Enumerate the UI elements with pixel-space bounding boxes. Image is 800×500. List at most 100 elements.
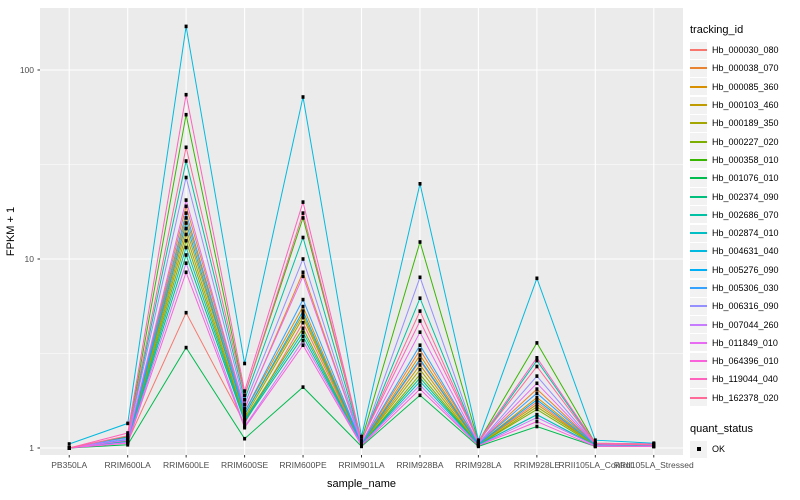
legend-label: Hb_005276_090 — [712, 264, 779, 275]
x-tick-label: PB350LA — [51, 460, 87, 470]
legend-item-Hb_000227_020: Hb_000227_020 — [690, 132, 798, 151]
legend-item-Hb_000358_010: Hb_000358_010 — [690, 151, 798, 169]
legend-item-Hb_004631_040: Hb_004631_040 — [690, 242, 798, 260]
legend-items-tracking-id: Hb_000030_080 Hb_000038_070 Hb_000085_360 H… — [690, 41, 798, 407]
line-swatch-icon — [690, 195, 707, 198]
y-tick-label: 100 — [20, 65, 34, 75]
color-swatch — [690, 334, 707, 352]
legend-label: Hb_006316_090 — [712, 301, 779, 312]
legend-label: Hb_005306_030 — [712, 283, 779, 293]
legend-label: Hb_064396_010 — [712, 356, 779, 367]
line-swatch-icon — [690, 341, 707, 344]
legend-item-Hb_005276_090: Hb_005276_090 — [690, 261, 798, 279]
line-swatch-icon — [690, 104, 707, 107]
legend-item-quant-ok: OK — [690, 440, 798, 458]
x-tick-label: RRIM600PE — [279, 460, 327, 470]
y-tick-label: 1 — [29, 443, 34, 453]
line-swatch-icon — [690, 49, 707, 52]
legend-label: Hb_000085_360 — [712, 81, 779, 92]
line-swatch-icon — [690, 232, 707, 235]
line-swatch-icon — [690, 140, 707, 143]
legend-item-Hb_002686_070: Hb_002686_070 — [690, 206, 798, 224]
color-swatch — [690, 261, 707, 279]
legend-label: Hb_162378_020 — [712, 392, 779, 403]
color-swatch — [690, 114, 707, 132]
legend-label: Hb_000358_010 — [712, 154, 779, 165]
color-swatch — [690, 316, 707, 334]
legend-label: Hb_002874_010 — [712, 228, 779, 239]
x-axis-title: sample_name — [327, 478, 396, 490]
line-swatch-icon — [690, 122, 707, 125]
legend-label: Hb_007044_260 — [712, 319, 779, 330]
legend: tracking_id Hb_000030_080 Hb_000038_070 Hb… — [690, 24, 798, 458]
x-tick-label: RRIM600LA — [105, 460, 152, 470]
legend-label: Hb_002686_070 — [712, 209, 779, 220]
color-swatch — [690, 206, 707, 224]
color-swatch — [690, 297, 707, 315]
color-swatch — [690, 151, 707, 169]
legend-item-Hb_007044_260: Hb_007044_260 — [690, 315, 798, 334]
legend-item-Hb_064396_010: Hb_064396_010 — [690, 352, 798, 370]
legend-item-Hb_000030_080: Hb_000030_080 — [690, 41, 798, 59]
legend-item-Hb_000189_350: Hb_000189_350 — [690, 114, 798, 132]
y-axis-title: FPKM + 1 — [5, 207, 17, 256]
color-swatch — [690, 133, 707, 151]
line-swatch-icon — [690, 67, 707, 70]
color-swatch — [690, 242, 707, 260]
line-swatch-icon — [690, 268, 707, 271]
legend-label: Hb_000227_020 — [712, 136, 779, 147]
line-swatch-icon — [690, 158, 707, 161]
legend-label: Hb_011849_010 — [712, 337, 778, 348]
legend-item-Hb_002374_090: Hb_002374_090 — [690, 187, 798, 206]
legend-label: Hb_002374_090 — [712, 191, 779, 202]
line-swatch-icon — [690, 287, 707, 289]
legend-label: Hb_001076_010 — [712, 173, 779, 184]
legend-label: Hb_000189_350 — [712, 118, 779, 129]
color-swatch — [690, 279, 707, 297]
x-tick-label: RRII105LA_Stressed — [614, 460, 694, 470]
color-swatch — [690, 59, 707, 77]
x-tick-label: RRIM928LE — [514, 460, 561, 470]
line-swatch-icon — [690, 213, 707, 216]
legend-item-Hb_011849_010: Hb_011849_010 — [690, 334, 798, 352]
legend-title-tracking-id: tracking_id — [690, 24, 744, 36]
color-swatch — [690, 41, 707, 59]
legend-label: Hb_000103_460 — [712, 100, 779, 111]
line-swatch-icon — [690, 305, 707, 308]
legend-item-Hb_000085_360: Hb_000085_360 — [690, 78, 798, 96]
legend-label: Hb_000038_070 — [712, 63, 779, 74]
legend-label: Hb_000030_080 — [712, 45, 779, 56]
legend-item-Hb_162378_020: Hb_162378_020 — [690, 389, 798, 407]
color-swatch — [690, 224, 707, 242]
color-swatch — [690, 78, 707, 96]
legend-item-Hb_119044_040: Hb_119044_040 — [690, 370, 798, 388]
y-tick-label: 10 — [25, 254, 35, 264]
legend-item-Hb_006316_090: Hb_006316_090 — [690, 297, 798, 315]
quant-ok-point-swatch — [690, 440, 707, 458]
line-swatch-icon — [690, 360, 707, 363]
x-tick-label: RRIM928LA — [455, 460, 502, 470]
line-swatch-icon — [690, 177, 707, 180]
color-swatch — [690, 352, 707, 370]
axes: 1 10 100 PB350LA RRIM600LA RRIM600LE RRIM600SE… — [5, 65, 694, 490]
legend-item-Hb_005306_030: Hb_005306_030 — [690, 279, 798, 297]
color-swatch — [690, 96, 707, 114]
legend-item-Hb_001076_010: Hb_001076_010 — [690, 169, 798, 187]
legend-item-Hb_000038_070: Hb_000038_070 — [690, 59, 798, 77]
legend-title-quant-status: quant_status — [690, 422, 753, 435]
line-swatch-icon — [690, 396, 707, 399]
color-swatch — [690, 370, 707, 388]
x-tick-label: RRIM600SE — [221, 460, 269, 470]
legend-label: Hb_119044_040 — [712, 374, 778, 385]
legend-item-Hb_002874_010: Hb_002874_010 — [690, 224, 798, 242]
black-point-icon — [696, 447, 701, 452]
data-points — [67, 24, 656, 450]
legend-label: Hb_004631_040 — [712, 246, 779, 257]
x-tick-label: RRII105LA_Control — [558, 460, 632, 470]
legend-label: OK — [712, 444, 726, 455]
line-swatch-icon — [690, 250, 707, 253]
color-swatch — [690, 389, 707, 407]
color-swatch — [690, 188, 707, 206]
line-swatch-icon — [690, 85, 707, 88]
